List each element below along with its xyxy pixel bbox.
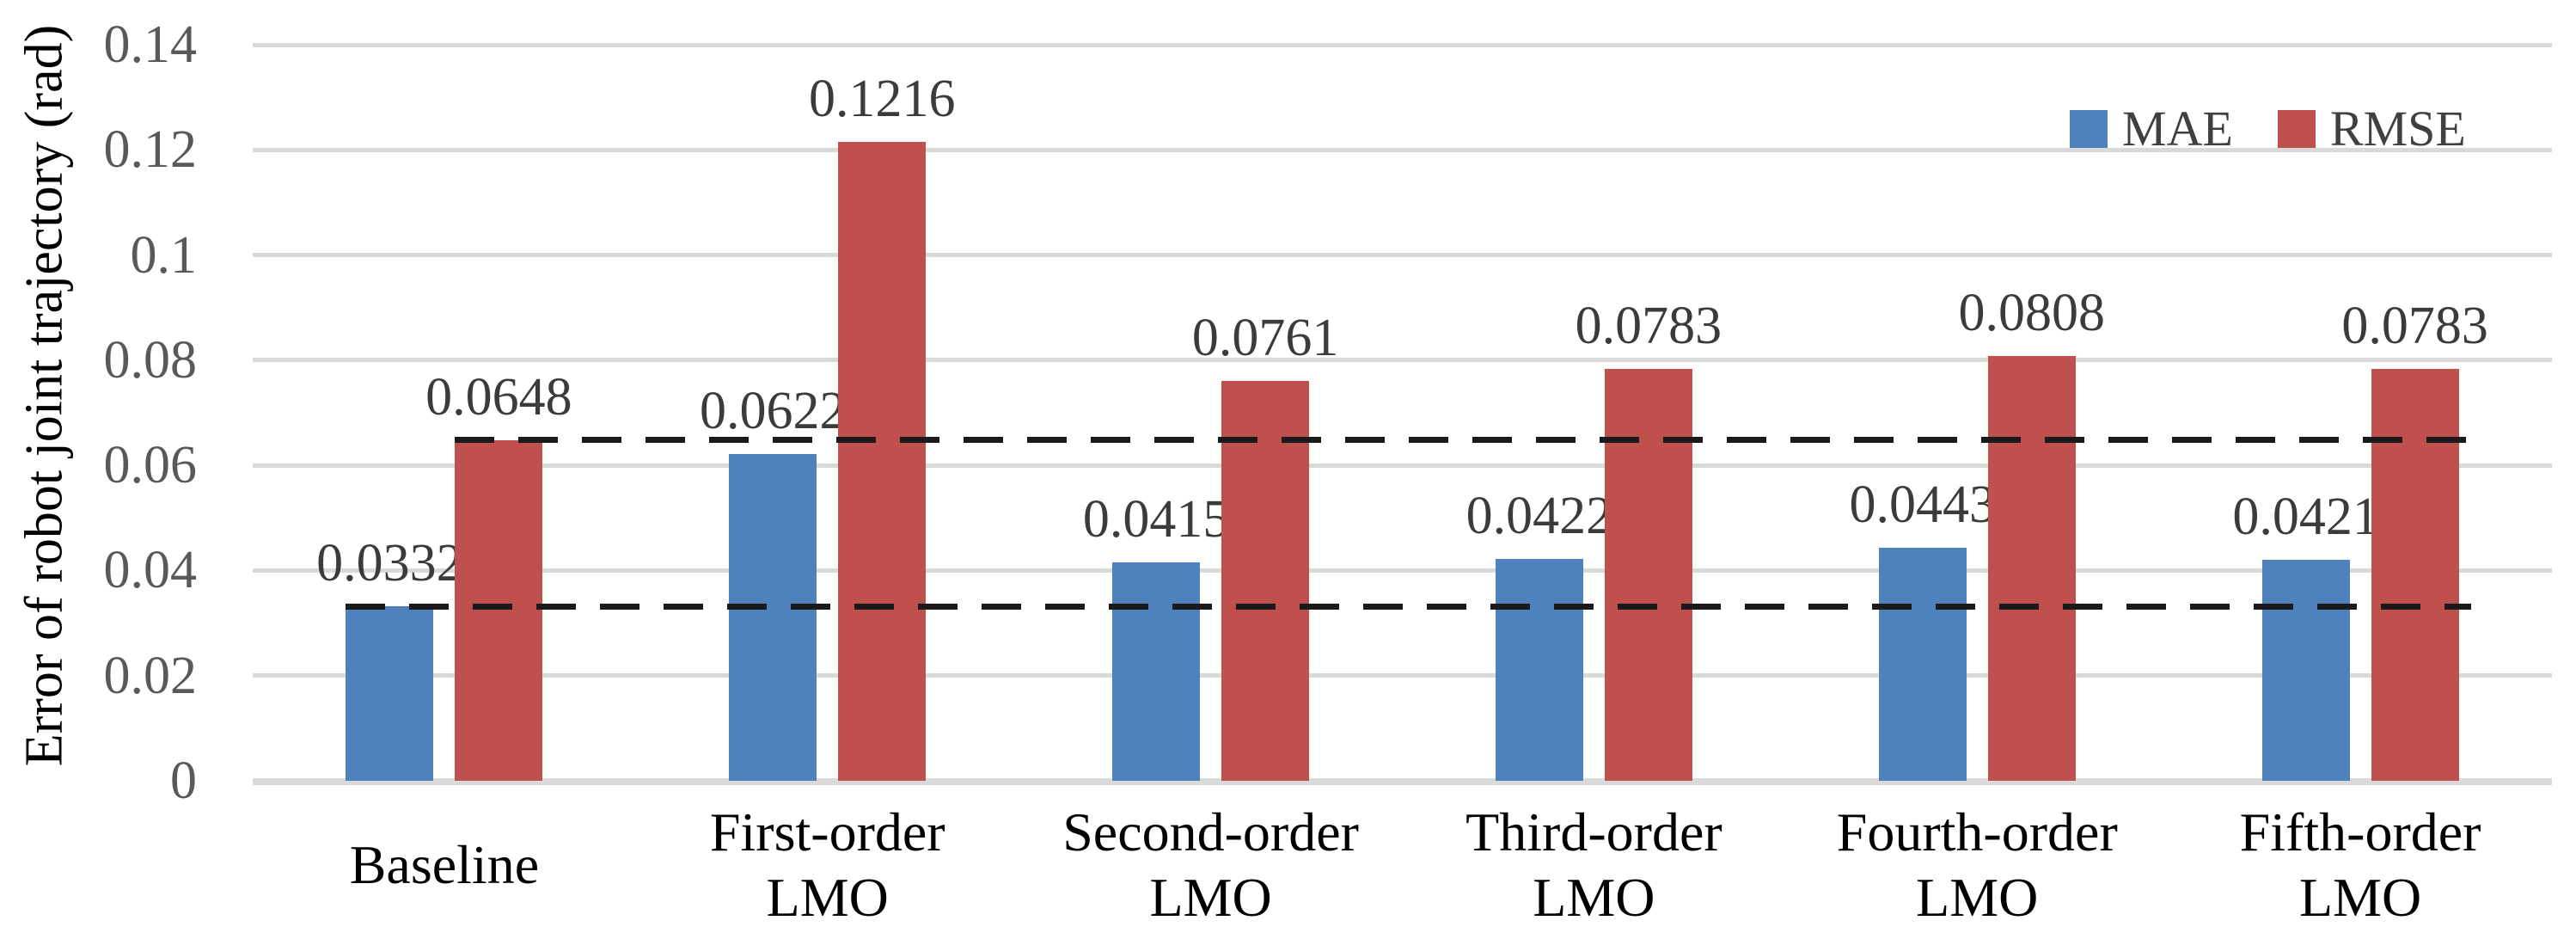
reference-line-mae xyxy=(346,603,2471,610)
data-label-mae: 0.0622 xyxy=(700,381,847,440)
bar-mae xyxy=(346,606,434,781)
ytick-label: 0.06 xyxy=(103,436,198,495)
reference-line-rmse xyxy=(455,437,2471,444)
category-label-line: Third-order xyxy=(1465,801,1722,862)
gridline xyxy=(253,253,2552,258)
legend-label-rmse: RMSE xyxy=(2329,101,2466,156)
ytick-label: 0.12 xyxy=(103,120,198,180)
data-label-rmse: 0.0808 xyxy=(1958,283,2106,342)
ytick-label: 0.08 xyxy=(103,330,198,390)
data-label-rmse: 0.0783 xyxy=(2341,297,2488,356)
gridline xyxy=(253,42,2552,47)
bar-rmse xyxy=(838,141,927,781)
category-label: Second-order LMO xyxy=(1019,798,1403,932)
bar-mae xyxy=(1495,558,1583,781)
ytick-label: 0.04 xyxy=(103,541,198,600)
legend-swatch-rmse xyxy=(2277,109,2316,148)
bar-mae xyxy=(1878,548,1967,781)
x-axis-line xyxy=(253,778,2552,785)
bar-mae xyxy=(2261,559,2350,781)
category-label-line: LMO xyxy=(766,867,889,928)
category-label: Baseline xyxy=(253,798,636,932)
ytick-label: 0.02 xyxy=(103,646,198,705)
data-label-rmse: 0.0783 xyxy=(1575,297,1722,356)
gridline xyxy=(253,358,2552,363)
category-label: First-order LMO xyxy=(636,798,1019,932)
category-label-line: Baseline xyxy=(349,834,540,895)
legend-label-mae: MAE xyxy=(2122,101,2233,156)
ytick-label: 0 xyxy=(170,752,197,810)
bar-rmse xyxy=(455,439,543,781)
bar-rmse xyxy=(2371,369,2459,781)
data-label-rmse: 0.0648 xyxy=(425,367,572,427)
bar-rmse xyxy=(1987,355,2076,781)
category-label-line: LMO xyxy=(2298,867,2422,928)
ytick-label: 0.1 xyxy=(130,225,198,285)
category-label-line: LMO xyxy=(1533,867,1655,928)
data-label-mae: 0.0332 xyxy=(316,534,463,592)
ytick-label: 0.14 xyxy=(103,15,198,74)
legend-swatch-mae xyxy=(2070,109,2108,148)
legend-item-mae: MAE xyxy=(2070,100,2233,157)
data-label-mae: 0.0421 xyxy=(2232,487,2379,546)
gridline xyxy=(253,147,2552,152)
category-label-line: Fourth-order xyxy=(1836,801,2118,862)
gridline xyxy=(253,673,2552,678)
bar-mae xyxy=(1112,562,1201,781)
bar-rmse xyxy=(1604,369,1692,781)
data-label-mae: 0.0422 xyxy=(1465,486,1613,545)
category-label-line: Second-order xyxy=(1062,801,1359,862)
category-label: Fifth-order LMO xyxy=(2169,798,2552,932)
data-label-mae: 0.0415 xyxy=(1082,490,1230,549)
gridline xyxy=(253,463,2552,468)
legend-item-rmse: RMSE xyxy=(2277,100,2466,157)
category-label-line: LMO xyxy=(1916,867,2039,928)
category-label-line: First-order xyxy=(709,801,945,862)
category-label-line: Fifth-order xyxy=(2239,801,2481,862)
data-label-mae: 0.0443 xyxy=(1849,476,1997,535)
category-label: Third-order LMO xyxy=(1403,798,1786,932)
data-label-rmse: 0.0761 xyxy=(1191,308,1339,367)
legend: MAE RMSE xyxy=(2070,100,2466,157)
bar-rmse xyxy=(1221,380,1310,781)
category-label-line: LMO xyxy=(1149,867,1272,928)
gridline xyxy=(253,568,2552,573)
bar-mae xyxy=(729,453,817,781)
category-label: Fourth-order LMO xyxy=(1785,798,2169,932)
data-label-rmse: 0.1216 xyxy=(809,69,956,128)
